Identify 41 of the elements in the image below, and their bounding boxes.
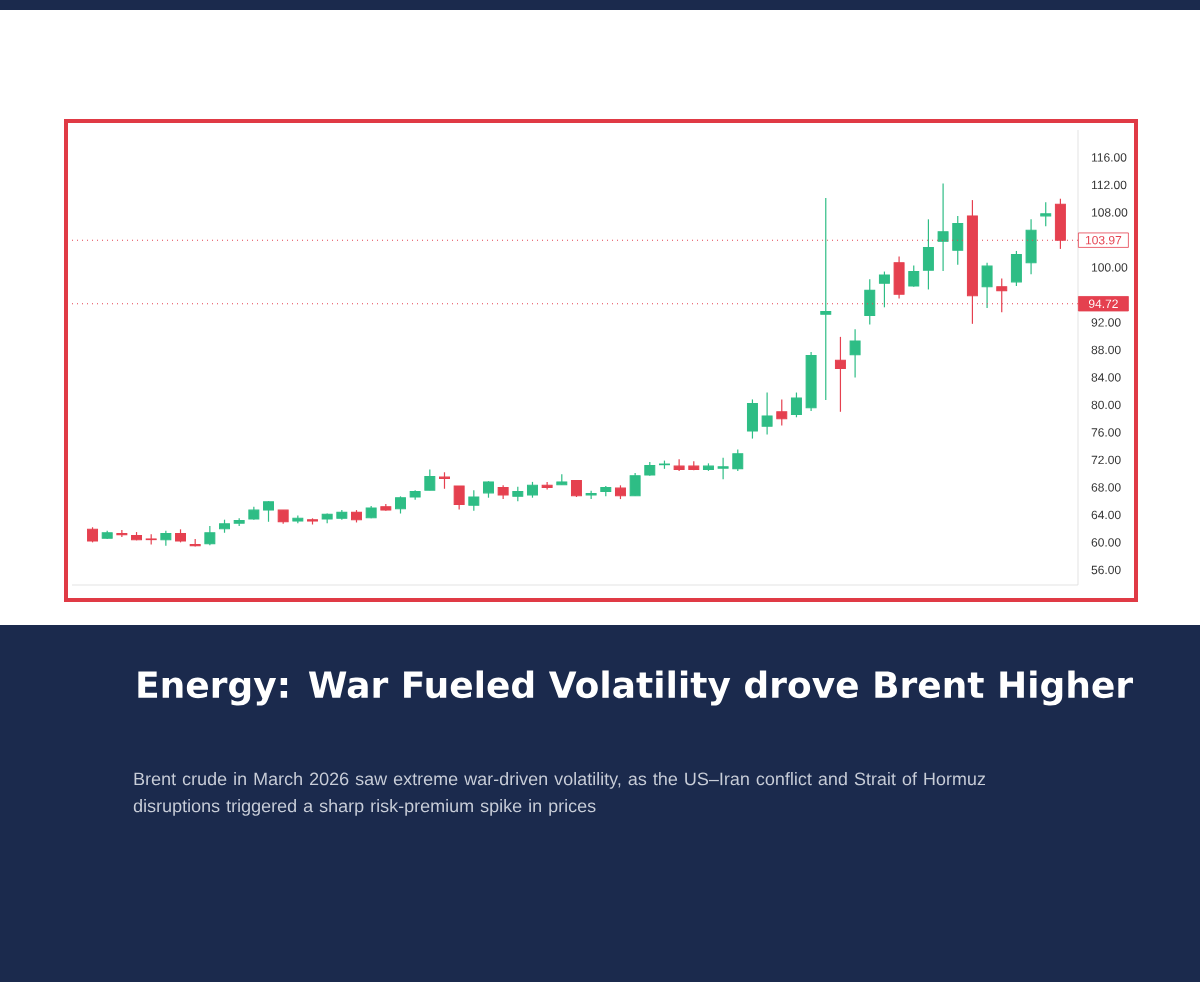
y-tick-label: 112.00 bbox=[1091, 180, 1127, 190]
text: Energy: War Fueled Volatility drove Brent Higher bbox=[138, 670, 1133, 706]
text: Brent crude in March 2026 saw extreme war-driven volatility, as the US–Iran conflict and Strait of Hormuz disruptions triggered a sharp risk-premium spike in prices bbox=[133, 772, 986, 816]
y-tick-label: 100.00 bbox=[1091, 263, 1128, 272]
y-tick-label: 80.00 bbox=[1091, 400, 1121, 410]
y-tick-label: 84.00 bbox=[1091, 373, 1121, 382]
ref-line-label: 94.72 bbox=[1088, 299, 1118, 308]
candlestick bbox=[673, 458, 685, 472]
candlestick bbox=[922, 218, 934, 291]
y-tick-label: 88.00 bbox=[1091, 345, 1121, 355]
y-tick-label: 56.00 bbox=[1091, 565, 1121, 575]
y-tick-label: 64.00 bbox=[1091, 510, 1121, 520]
candlestick bbox=[1040, 201, 1052, 227]
candlestick bbox=[629, 472, 641, 497]
candlestick bbox=[717, 457, 729, 480]
y-tick-label: 72.00 bbox=[1091, 455, 1121, 465]
candlestick bbox=[116, 529, 128, 538]
candlestick bbox=[908, 264, 920, 288]
candlestick bbox=[585, 490, 597, 500]
candlestick bbox=[263, 500, 274, 523]
candlestick bbox=[878, 270, 890, 308]
ref-line-label: 103.97 bbox=[1085, 235, 1122, 245]
candlestick bbox=[849, 328, 861, 379]
y-tick-label: 68.00 bbox=[1091, 483, 1121, 492]
candlestick bbox=[732, 449, 744, 472]
y-tick-label: 108.00 bbox=[1091, 208, 1128, 217]
candlestick bbox=[204, 525, 216, 546]
candlestick bbox=[981, 262, 993, 309]
y-tick-label: 76.00 bbox=[1091, 428, 1121, 437]
candlestick bbox=[424, 468, 436, 491]
candlestick bbox=[776, 398, 788, 427]
candlestick bbox=[468, 489, 480, 512]
candlestick bbox=[761, 391, 773, 436]
candlestick bbox=[834, 336, 846, 413]
y-tick-label: 92.00 bbox=[1091, 318, 1121, 327]
candlestick bbox=[790, 391, 802, 418]
y-tick-label: 116.00 bbox=[1091, 153, 1127, 162]
candlestick bbox=[937, 183, 949, 272]
candlestick bbox=[453, 485, 465, 510]
candlestick bbox=[820, 197, 832, 401]
y-tick-label: 60.00 bbox=[1091, 538, 1121, 547]
